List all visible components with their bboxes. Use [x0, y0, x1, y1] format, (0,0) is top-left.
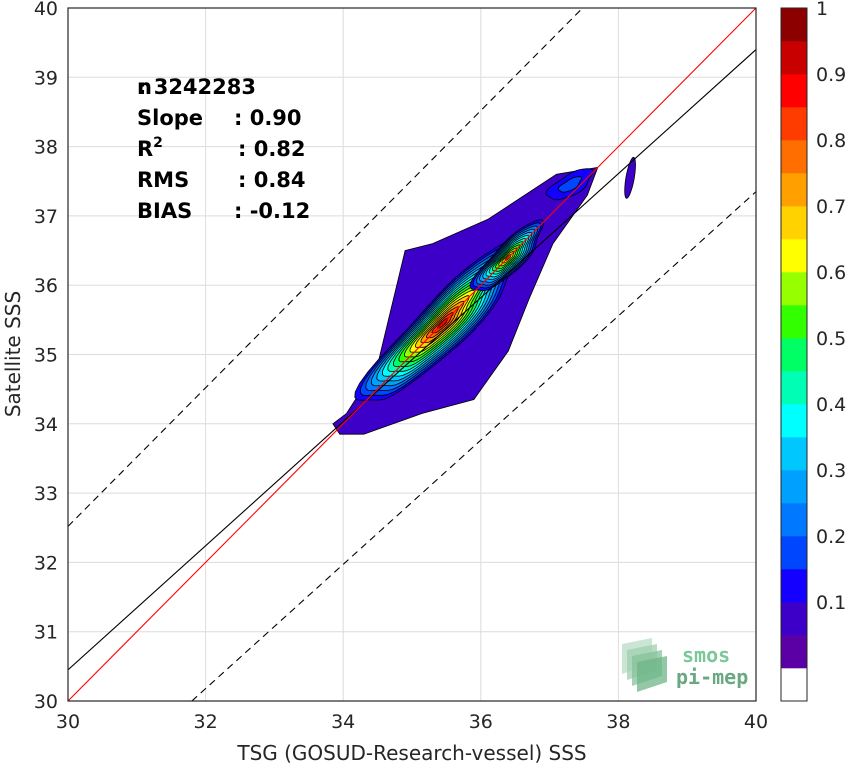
colorbar-seg-5	[781, 503, 807, 537]
y-axis-label: Satellite SSS	[1, 291, 25, 417]
stat-label-4: BIAS	[137, 199, 192, 223]
plot-frame	[67, 7, 757, 702]
colorbar-seg-17	[781, 107, 807, 141]
colorbar-tick-3: 0.4	[816, 394, 846, 416]
y-tick-5: 35	[34, 345, 58, 367]
colorbar-seg-3	[781, 569, 807, 603]
colorbar-seg-10	[781, 338, 807, 372]
stat-label-3: RMS	[137, 168, 189, 192]
stat-value-4: : -0.12	[234, 199, 310, 223]
colorbar-tick-8: 0.9	[816, 64, 846, 86]
fit-line	[68, 49, 756, 671]
x-tick-labels: 30 32 34 36 38 40	[56, 711, 768, 733]
colorbar-tick-5: 0.6	[816, 262, 846, 284]
y-tick-0: 30	[34, 691, 58, 713]
x-tick-0: 30	[56, 711, 80, 733]
colorbar-seg-13	[781, 239, 807, 273]
colorbar-seg-16	[781, 140, 807, 174]
colorbar-seg-8	[781, 404, 807, 438]
stat-label-0: n	[137, 75, 152, 99]
colorbar-seg-15	[781, 173, 807, 207]
y-tick-labels: 30 31 32 33 34 35 36 37 38 39 40	[34, 0, 58, 713]
colorbar-seg-4	[781, 536, 807, 570]
one-to-one-line	[68, 8, 756, 701]
stat-value-1: : 0.90	[234, 106, 302, 130]
stat-value-3: : 0.84	[238, 168, 306, 192]
colorbar-tick-6: 0.7	[816, 196, 846, 218]
colorbar-seg-14	[781, 206, 807, 240]
colorbar-tick-1: 0.2	[816, 526, 846, 548]
stat-label-1: Slope	[137, 106, 203, 130]
stat-label-2: R2	[137, 135, 163, 161]
colorbar-seg-0	[781, 668, 807, 702]
colorbar-seg-1	[781, 635, 807, 669]
colorbar-seg-9	[781, 371, 807, 405]
logo-text-smos: smos	[682, 643, 730, 667]
contour-2-4	[557, 176, 583, 193]
stat-sup: 2	[153, 135, 163, 151]
y-tick-4: 34	[34, 414, 58, 436]
logo-wave-3	[637, 656, 667, 692]
colorbar	[780, 7, 808, 702]
y-tick-7: 37	[34, 206, 58, 228]
colorbar-tick-4: 0.5	[816, 328, 846, 350]
upper-bound-line	[68, 8, 584, 527]
y-tick-9: 39	[34, 67, 58, 89]
colorbar-seg-20	[781, 8, 807, 42]
x-tick-1: 32	[194, 711, 218, 733]
statistics-box: n: 3242283 Slope : 0.90 R2 : 0.82 RMS : 0.84 BI…	[137, 75, 310, 223]
colorbar-seg-19	[781, 41, 807, 75]
y-tick-1: 31	[34, 622, 58, 644]
lower-bound-line	[191, 191, 756, 701]
y-tick-6: 36	[34, 275, 58, 297]
colorbar-seg-18	[781, 74, 807, 108]
stat-value-2: : 0.82	[238, 137, 306, 161]
regression-lines	[68, 8, 756, 701]
y-tick-2: 32	[34, 552, 58, 574]
x-tick-3: 36	[469, 711, 493, 733]
logo-text-pimep: pi-mep	[676, 665, 748, 689]
colorbar-tick-labels: 0.1 0.2 0.3 0.4 0.5 0.6 0.7 0.8 0.9 1	[816, 0, 846, 614]
contour-island	[624, 156, 636, 199]
colorbar-seg-12	[781, 272, 807, 306]
colorbar-seg-6	[781, 470, 807, 504]
stat-value-0: : 3242283	[138, 75, 256, 99]
x-tick-2: 34	[331, 711, 355, 733]
x-axis-label: TSG (GOSUD-Research-vessel) SSS	[236, 741, 586, 765]
y-tick-10: 40	[34, 0, 58, 20]
y-tick-3: 33	[34, 483, 58, 505]
colorbar-tick-7: 0.8	[816, 130, 846, 152]
x-tick-4: 38	[606, 711, 630, 733]
colorbar-tick-2: 0.3	[816, 460, 846, 482]
colorbar-frame	[780, 7, 808, 702]
x-tick-5: 40	[744, 711, 768, 733]
colorbar-seg-11	[781, 305, 807, 339]
colorbar-seg-2	[781, 602, 807, 636]
colorbar-tick-0: 0.1	[816, 592, 846, 614]
colorbar-tick-9: 1	[816, 0, 828, 20]
colorbar-seg-7	[781, 437, 807, 471]
y-tick-8: 38	[34, 137, 58, 159]
